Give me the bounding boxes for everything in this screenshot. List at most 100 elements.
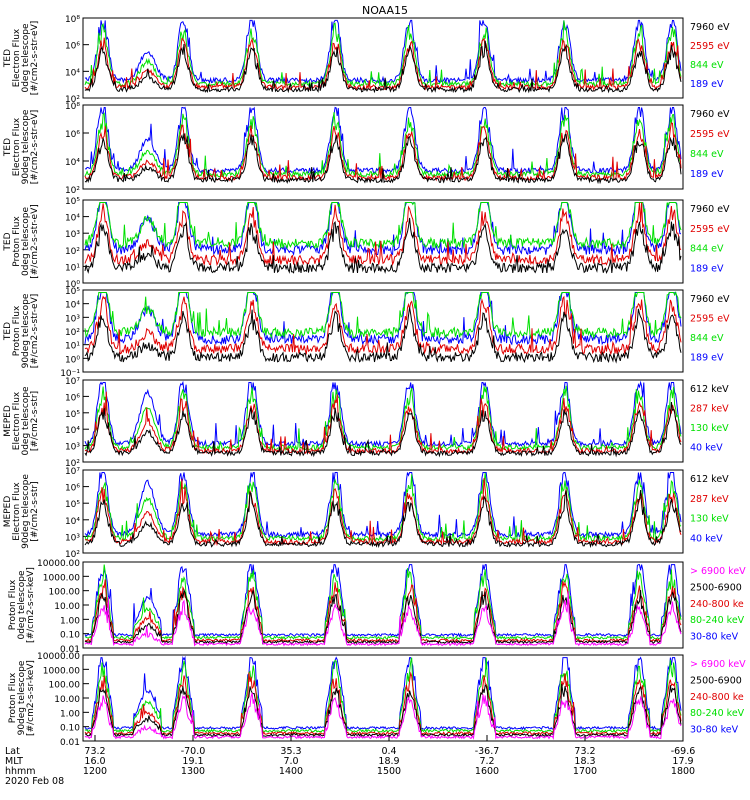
panel-5: 10² 10³ 10⁴ 10⁵ 10⁶ 10⁷ MEPED Electron Flux 0deg… — [3, 377, 729, 469]
legend-red: 287 keV — [690, 404, 729, 415]
legend-black: 612 keV — [690, 474, 729, 485]
y-tick-label: 1000.00 — [43, 573, 80, 583]
legend-red: 240-800 ke — [690, 599, 744, 610]
y-tick-label: 10⁸ — [65, 15, 80, 25]
legend-black: 2500-6900 — [690, 675, 742, 686]
series-line-black — [84, 307, 682, 364]
legend-black: 7960 eV — [690, 294, 730, 305]
y-tick-label: 10.00 — [54, 695, 80, 705]
y-tick-label: 10⁶ — [65, 130, 80, 140]
y-tick-label: 10³ — [65, 443, 80, 453]
y-tick-label: 10⁶ — [65, 42, 80, 52]
x-tick-label-mlt: 16.0 — [84, 756, 105, 767]
series-line-black — [84, 133, 682, 185]
legend-magenta: > 6900 keV — [690, 659, 746, 670]
legend-black: 612 keV — [690, 384, 729, 395]
series-line-black — [84, 217, 682, 274]
series-line-green — [84, 385, 682, 452]
series-line-red — [84, 202, 682, 267]
series-line-green — [84, 564, 682, 641]
panel-6: 10² 10³ 10⁴ 10⁵ 10⁶ 10⁷ MEPED Electron Flux 90de… — [3, 467, 729, 560]
series-line-magenta — [84, 692, 682, 741]
x-tick-label-lat: -70.0 — [181, 746, 206, 757]
x-tick-label-hhmm: 1200 — [83, 766, 107, 777]
chart-title: NOAA15 — [362, 4, 408, 17]
y-tick-label: 1000.00 — [43, 666, 80, 676]
series-line-blue — [84, 655, 682, 731]
panel-frame — [82, 379, 684, 463]
legend-blue: 40 keV — [690, 443, 723, 454]
y-tick-label: 10² — [65, 247, 80, 257]
y-tick-label: 10⁵ — [65, 410, 80, 420]
panel-1: 10² 10⁴ 10⁶ 10⁸ TED Electron Flux 0deg telesco… — [3, 15, 730, 105]
legend-black: 7960 eV — [690, 204, 730, 215]
x-tick-label-lat: 73.2 — [574, 746, 595, 757]
x-tick-label-hhmm: 1700 — [573, 766, 597, 777]
series-line-red — [84, 295, 682, 356]
y-tick-label: 10⁷ — [65, 377, 80, 387]
series-line-blue — [84, 564, 682, 638]
legend-red: 287 keV — [690, 494, 729, 505]
y-tick-label: 10000.00 — [37, 652, 80, 662]
y-tick-label: 10³ — [65, 533, 80, 543]
panel-frame — [82, 469, 684, 554]
x-tick-label-mlt: 19.1 — [182, 756, 203, 767]
y-tick-label: 10³ — [65, 314, 80, 324]
series-line-black — [84, 40, 682, 94]
y-tick-label: 10⁸ — [65, 102, 80, 112]
series-line-blue — [84, 19, 682, 85]
x-row-label: Lat — [5, 746, 20, 757]
y-axis-label: 90deg telescope — [21, 293, 31, 368]
legend-green: 80-240 keV — [690, 708, 745, 719]
y-axis-label: Electron Flux — [12, 482, 22, 541]
panel-frame — [82, 199, 684, 284]
y-tick-label: 10² — [65, 95, 80, 105]
x-tick-label-lat: -36.7 — [475, 746, 500, 757]
x-tick-label-hhmm: 1600 — [475, 766, 499, 777]
legend-green: 844 eV — [690, 60, 724, 71]
x-tick-label-mlt: 18.9 — [378, 756, 399, 767]
x-tick-label-lat: -69.6 — [671, 746, 696, 757]
y-tick-label: 10¹ — [65, 342, 80, 352]
x-tick-label-lat: 0.4 — [381, 746, 396, 757]
panel-4: 10⁻¹ 10⁰ 10¹ 10² 10³ 10⁴ 10⁵ TED Proton Flux 90de… — [3, 287, 730, 379]
x-row-label: MLT — [5, 756, 23, 767]
y-tick-label: 10² — [65, 328, 80, 338]
x-tick-label-lat: 73.2 — [84, 746, 105, 757]
legend-blue: 189 eV — [690, 353, 724, 364]
panel-frame — [82, 104, 684, 190]
legend-black: 7960 eV — [690, 22, 730, 33]
y-tick-label: 10² — [65, 186, 80, 196]
y-tick-label: 10⁵ — [65, 500, 80, 510]
y-axis-label: 0deg telescope — [21, 386, 31, 456]
y-axis-label: [#/cm2-s-str-eV] — [30, 204, 40, 279]
y-tick-label: 10000.00 — [37, 559, 80, 569]
y-tick-label: 10.00 — [54, 602, 80, 612]
y-tick-label: 10⁵ — [65, 197, 80, 207]
x-tick-label-lat: 35.3 — [280, 746, 301, 757]
x-row-label: hhmm — [5, 766, 36, 777]
panel-frame — [82, 17, 684, 99]
y-tick-label: 10¹ — [65, 263, 80, 273]
legend-red: 2595 eV — [690, 129, 730, 140]
legend-green: 80-240 keV — [690, 615, 745, 626]
legend-green: 130 keV — [690, 423, 729, 434]
series-line-red — [84, 671, 682, 737]
y-axis-label: [#/cm2-s-sr-keV] — [26, 567, 36, 643]
series-line-blue — [84, 471, 682, 539]
y-tick-label: 10² — [65, 550, 80, 560]
y-axis-label: MEPED — [3, 405, 13, 437]
y-tick-label: 10⁷ — [65, 467, 80, 477]
y-tick-label: 10⁴ — [65, 68, 80, 78]
legend-magenta: > 6900 keV — [690, 566, 746, 577]
series-line-magenta — [84, 591, 682, 647]
legend-blue: 30-80 keV — [690, 725, 739, 736]
legend-blue: 30-80 keV — [690, 632, 739, 643]
y-tick-label: 0.10 — [60, 724, 80, 734]
x-axis: 73.216.01200-70.019.1130035.37.014000.41… — [5, 735, 695, 787]
y-tick-label: 10⁻¹ — [60, 369, 80, 379]
y-axis-label: Electron Flux — [12, 28, 22, 87]
y-axis-label: [#/cm2-s-str-eV] — [30, 294, 40, 369]
series-line-green — [84, 201, 682, 250]
